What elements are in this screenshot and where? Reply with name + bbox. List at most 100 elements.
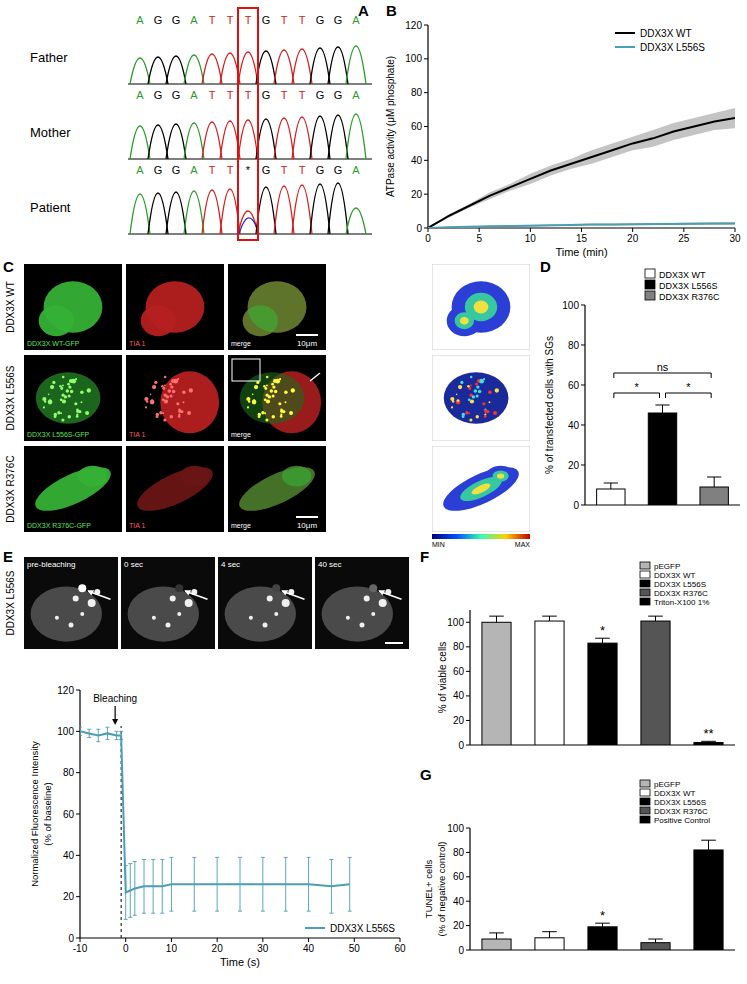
scale-bar-label: 10μm (297, 521, 318, 530)
micrograph: merge (228, 355, 326, 441)
granule (460, 381, 463, 384)
granule (493, 411, 497, 415)
granule (172, 390, 175, 393)
cell (497, 474, 504, 479)
x-tick (217, 938, 218, 942)
cell (322, 586, 393, 641)
granule (482, 402, 485, 405)
micrograph: DDX3X L556S-GFP (24, 355, 122, 441)
granule (252, 400, 257, 405)
granule (162, 387, 165, 390)
y-tick (76, 731, 80, 732)
granule (483, 378, 485, 380)
base-letter: G (172, 14, 181, 26)
bar (482, 622, 511, 745)
error-bar (707, 477, 721, 487)
heatmap-image (432, 446, 530, 532)
granule (67, 383, 70, 386)
trace-peak (130, 126, 150, 159)
granule (291, 388, 295, 392)
granule (270, 389, 274, 393)
plot-marks (482, 616, 723, 745)
arrow (185, 591, 207, 599)
y-tick (424, 228, 428, 229)
significance-label: * (600, 623, 605, 638)
x-tick (262, 938, 263, 942)
base-letter: G (316, 14, 325, 26)
row-label: DDX3X R376C (5, 455, 16, 522)
granule (470, 376, 472, 378)
significance-label: * (635, 381, 640, 393)
error-bar (701, 840, 716, 850)
trace-peak (328, 47, 348, 84)
y-tick (76, 814, 80, 815)
granule (266, 385, 268, 387)
legend: pEGFPDDX3X WTDDX3X L556SDDX3X R376CTrito… (640, 562, 709, 607)
granule (457, 399, 460, 402)
y-tick-label: 20 (63, 891, 75, 902)
legend-swatch (640, 816, 650, 823)
granule (66, 389, 70, 393)
frame-label: 0 sec (124, 560, 143, 569)
trace-peak (148, 125, 168, 159)
panel-letter: G (420, 766, 432, 783)
trace-peak (130, 194, 150, 234)
base-letter: G (154, 164, 163, 176)
granule (80, 612, 84, 616)
bar (535, 621, 564, 745)
x-tick (125, 938, 126, 942)
error-bar (595, 923, 610, 927)
cell (160, 371, 219, 433)
granule (169, 383, 172, 386)
row-label: DDX3X L556S (5, 570, 16, 635)
micrograph: merge10μm (228, 264, 326, 350)
granule (182, 391, 186, 395)
legend-swatch (640, 780, 650, 787)
granule (451, 406, 453, 408)
arrow-head (184, 590, 191, 595)
y-tick-label: 80 (453, 641, 465, 652)
y-axis-label: TUNEL+ cells (423, 860, 434, 919)
cell (141, 305, 176, 336)
bar (641, 943, 670, 950)
base-letter: G (154, 89, 163, 101)
granule (364, 595, 370, 601)
frame-label: 4 sec (221, 560, 240, 569)
y-tick-label: 40 (63, 850, 75, 861)
base-letter: G (154, 14, 163, 26)
x-tick-label: 0 (425, 233, 431, 244)
y-tick-label: 0 (573, 500, 579, 511)
cell (282, 466, 311, 487)
base-letter: T (299, 89, 306, 101)
granule (59, 385, 62, 388)
base-letter: G (334, 14, 343, 26)
y-tick (466, 671, 470, 672)
granule (168, 389, 172, 393)
legend-swatch (305, 927, 325, 929)
granule (152, 616, 156, 620)
base-letter: A (352, 164, 360, 176)
granule (170, 415, 173, 418)
y-axis-label: ATPase activity (μM phosphate) (385, 56, 396, 197)
image-content (126, 355, 224, 441)
panel-letter: C (3, 258, 14, 275)
row-label: DDX3X WT (5, 281, 16, 333)
y-tick-label: 60 (63, 809, 75, 820)
bleached-granule (272, 584, 280, 592)
trace-peak (346, 114, 366, 159)
granule (263, 385, 266, 388)
legend-swatch (615, 46, 635, 48)
base-letter: T (299, 14, 306, 26)
y-axis (469, 828, 470, 950)
trace-peak (202, 190, 222, 234)
base-letter: T (281, 164, 288, 176)
colorbar-label: MIN (432, 541, 445, 548)
image-content (24, 355, 122, 441)
granule (178, 415, 181, 418)
granule (272, 385, 275, 388)
arrow (310, 373, 320, 381)
granule (279, 378, 281, 380)
channel-label: merge (231, 340, 251, 348)
granule (476, 394, 479, 397)
x-tick (354, 938, 355, 942)
